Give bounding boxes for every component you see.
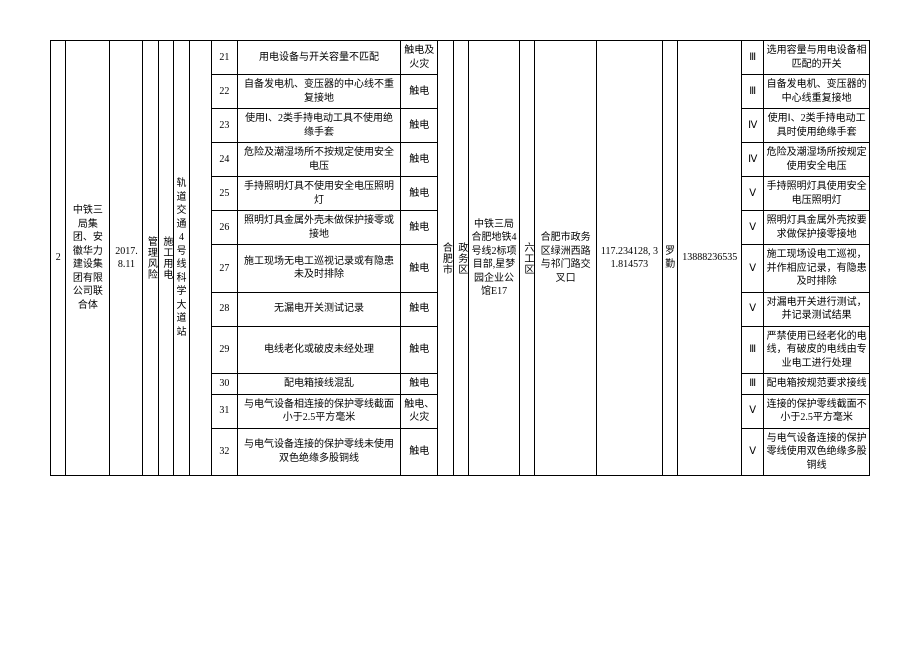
consequence-cell: 触电 (401, 177, 438, 211)
line-cell-text: 轨道交通4号线科学大道站 (176, 178, 186, 338)
row-no: 30 (211, 374, 237, 395)
project-cell: 中铁三局合肥地铁4号线2标项目部,星梦园企业公馆E17 (469, 41, 520, 476)
row-no: 24 (211, 143, 237, 177)
row-no: 26 (211, 211, 237, 245)
consequence-cell: 触电 (401, 109, 438, 143)
measure-cell: 危险及潮湿场所按规定使用安全电压 (764, 143, 870, 177)
coords-cell-text: 117.234128, 31.814573 (601, 246, 658, 271)
company-cell-text: 中铁三局集团、安徽华力建设集团有限公司联合体 (73, 205, 103, 311)
row-no: 21 (211, 41, 237, 75)
consequence-cell: 触电 (401, 143, 438, 177)
level-cell: Ⅲ (742, 41, 764, 75)
mgmt-cell-text: 管理风险 (145, 236, 156, 280)
level-cell: Ⅴ (742, 428, 764, 476)
seq-cell-text: 2 (56, 252, 61, 263)
level-cell: Ⅳ (742, 143, 764, 177)
row-no: 27 (211, 245, 237, 293)
zone-cell: 六工区 (519, 41, 534, 476)
consequence-cell: 触电 (401, 75, 438, 109)
row-no: 29 (211, 326, 237, 374)
mgmt-cell: 管理风险 (143, 41, 158, 476)
measure-cell: 手持照明灯具使用安全电压照明灯 (764, 177, 870, 211)
table-body: 2 中铁三局集团、安徽华力建设集团有限公司联合体 2017.8.11 管理风险施工用电… (51, 41, 870, 476)
level-cell: Ⅴ (742, 177, 764, 211)
line-cell: 轨道交通4号线科学大道站 (174, 41, 189, 476)
measure-cell: 配电箱按规范要求接线 (764, 374, 870, 395)
measure-cell: 对漏电开关进行测试，并记录测试结果 (764, 292, 870, 326)
hazard-cell: 施工现场无电工巡视记录或有隐患未及时排除 (238, 245, 401, 293)
level-cell: Ⅳ (742, 109, 764, 143)
level-cell: Ⅴ (742, 211, 764, 245)
hazard-cell: 无漏电开关测试记录 (238, 292, 401, 326)
measure-cell: 与电气设备连接的保护零线使用双色绝缘多股铜线 (764, 428, 870, 476)
level-cell: Ⅲ (742, 75, 764, 109)
measure-cell: 选用容量与用电设备相匹配的开关 (764, 41, 870, 75)
city-cell: 合肥市 (438, 41, 453, 476)
location-cell-text: 合肥市政务区绿洲西路与祁门路交叉口 (541, 232, 591, 284)
seq-cell: 2 (51, 41, 66, 476)
consequence-cell: 触电 (401, 374, 438, 395)
project-cell-text: 中铁三局合肥地铁4号线2标项目部,星梦园企业公馆E17 (472, 219, 517, 298)
consequence-cell: 触电 (401, 211, 438, 245)
consequence-cell: 触电 (401, 292, 438, 326)
risk-register-table: 2 中铁三局集团、安徽华力建设集团有限公司联合体 2017.8.11 管理风险施工用电… (50, 40, 870, 476)
consequence-cell: 触电及火灾 (401, 41, 438, 75)
zone-cell-text: 六工区 (522, 242, 533, 275)
phone-cell-text: 13888236535 (682, 252, 737, 263)
level-cell: Ⅲ (742, 326, 764, 374)
person-cell: 罗勤 (662, 41, 677, 476)
consequence-cell: 触电、火灾 (401, 394, 438, 428)
row-no: 28 (211, 292, 237, 326)
hazard-cell: 配电箱接线混乱 (238, 374, 401, 395)
consequence-cell: 触电 (401, 428, 438, 476)
hazard-cell: 照明灯具金属外壳未做保护接零或接地 (238, 211, 401, 245)
consequence-cell: 触电 (401, 326, 438, 374)
city-cell-text: 合肥市 (440, 242, 451, 275)
person-cell-text: 罗勤 (665, 246, 675, 271)
consequence-cell: 触电 (401, 245, 438, 293)
table-row: 2中铁三局集团、安徽华力建设集团有限公司联合体2017.8.11管理风险施工用电… (51, 41, 870, 75)
measure-cell: 照明灯具金属外壳按要求做保护接零接地 (764, 211, 870, 245)
risk-source-cell: 施工用电 (158, 41, 173, 476)
row-no: 25 (211, 177, 237, 211)
measure-cell: 使用Ⅰ、2类手持电动工具时使用绝缘手套 (764, 109, 870, 143)
date-cell-text: 2017.8.11 (115, 246, 138, 271)
measure-cell: 严禁使用已经老化的电线，有破皮的电线由专业电工进行处理 (764, 326, 870, 374)
location-cell: 合肥市政务区绿洲西路与祁门路交叉口 (535, 41, 597, 476)
hazard-cell: 危险及潮湿场所不按规定使用安全电压 (238, 143, 401, 177)
hazard-cell: 使用Ⅰ、2类手持电动工具不使用绝缘手套 (238, 109, 401, 143)
hazard-cell: 与电气设备连接的保护零线未使用双色绝缘多股铜线 (238, 428, 401, 476)
phone-cell: 13888236535 (678, 41, 742, 476)
level-cell: Ⅴ (742, 292, 764, 326)
hazard-cell: 与电气设备相连接的保护零线截面小于2.5平方毫米 (238, 394, 401, 428)
row-no: 22 (211, 75, 237, 109)
row-no: 31 (211, 394, 237, 428)
hazard-cell: 手持照明灯具不使用安全电压照明灯 (238, 177, 401, 211)
coords-cell: 117.234128, 31.814573 (596, 41, 662, 476)
hazard-cell: 用电设备与开关容量不匹配 (238, 41, 401, 75)
district-cell-text: 政务区 (456, 242, 467, 275)
district-cell: 政务区 (453, 41, 468, 476)
hazard-cell: 自备发电机、变压器的中心线不重复接地 (238, 75, 401, 109)
company-cell: 中铁三局集团、安徽华力建设集团有限公司联合体 (66, 41, 110, 476)
gap-cell (189, 41, 211, 476)
measure-cell: 连接的保护零线截面不小于2.5平方毫米 (764, 394, 870, 428)
measure-cell: 施工现场设电工巡视，并作相应记录，有隐患及时排除 (764, 245, 870, 293)
level-cell: Ⅴ (742, 245, 764, 293)
risk-source-cell-text: 施工用电 (161, 236, 172, 280)
measure-cell: 自备发电机、变压器的中心线重复接地 (764, 75, 870, 109)
level-cell: Ⅲ (742, 374, 764, 395)
level-cell: Ⅴ (742, 394, 764, 428)
hazard-cell: 电线老化或破皮未经处理 (238, 326, 401, 374)
row-no: 23 (211, 109, 237, 143)
row-no: 32 (211, 428, 237, 476)
date-cell: 2017.8.11 (110, 41, 143, 476)
